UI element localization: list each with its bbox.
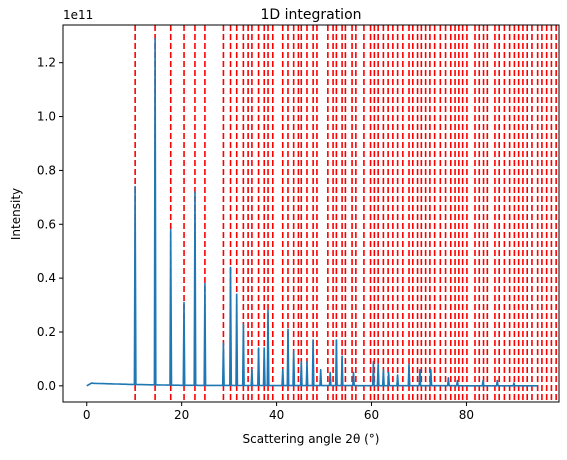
axes-frame [62,24,560,403]
y-tick-label: 1.0 [37,110,56,124]
intensity-series [86,37,538,387]
y-tick-label: 0.0 [37,379,56,393]
y-tick-label: 0.6 [37,217,56,231]
y-tick-label: 0.4 [37,271,56,285]
x-tick-label: 80 [459,408,474,422]
y-axis-label: Intensity [9,188,23,240]
y-offset-label: 1e11 [63,8,93,22]
x-tick-label: 20 [174,408,189,422]
reference-lines [134,25,557,402]
x-axis-label: Scattering angle 2θ (°) [243,432,380,446]
y-tick-label: 0.2 [37,325,56,339]
plot-area [86,25,557,402]
x-tick-label: 0 [83,408,91,422]
x-axis-ticks: 0 20 40 60 80 [83,402,474,422]
y-tick-label: 0.8 [37,163,56,177]
intensity-line [86,37,538,387]
x-tick-label: 60 [364,408,379,422]
y-axis-ticks: 0.0 0.2 0.4 0.6 0.8 1.0 1.2 [37,56,63,393]
chart-title: 1D integration [260,7,361,23]
y-tick-label: 1.2 [37,56,56,70]
x-tick-label: 40 [269,408,284,422]
